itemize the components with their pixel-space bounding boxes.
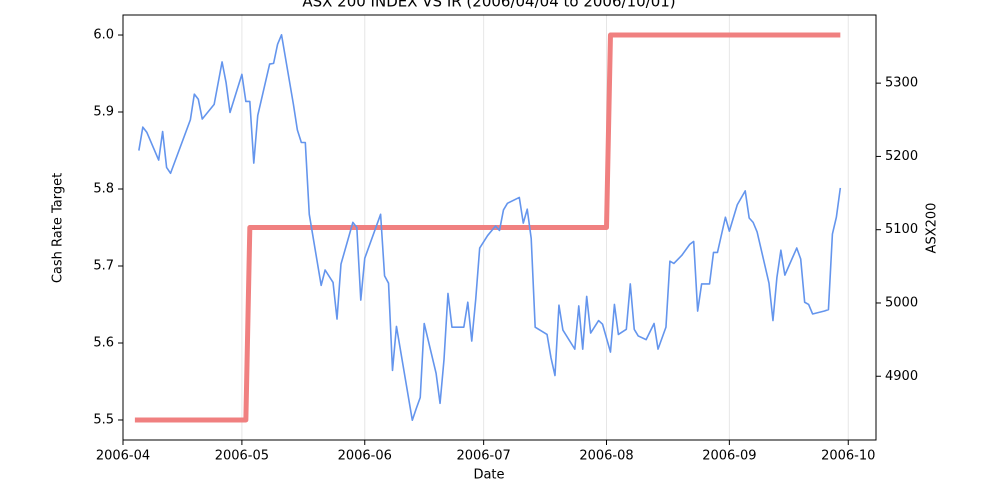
y-tick-label: 5.5 — [93, 412, 114, 427]
y2-tick-label: 5000 — [885, 295, 918, 310]
y2-tick-label: 5200 — [885, 149, 918, 164]
x-tick-label: 2006-10 — [821, 449, 875, 464]
y2-axis-label: ASX200 — [925, 203, 940, 254]
y-axis-label: Cash Rate Target — [51, 173, 66, 283]
x-tick-label: 2006-07 — [456, 449, 510, 464]
y-tick-label: 6.0 — [93, 28, 114, 43]
x-tick-label: 2006-04 — [96, 449, 150, 464]
plot-frame — [122, 14, 877, 441]
y2-tick-label: 5100 — [885, 222, 918, 237]
y2-tick-label: 5300 — [885, 76, 918, 91]
line-series — [134, 32, 841, 423]
y2-tick-label: 4900 — [885, 369, 918, 384]
y-tick-label: 5.6 — [93, 335, 114, 350]
chart-title: ASX 200 INDEX VS IR (2006/04/04 to 2006/… — [302, 0, 675, 11]
x-tick-label: 2006-06 — [338, 449, 392, 464]
y-tick-label: 5.9 — [93, 105, 114, 120]
y-tick-label: 5.8 — [93, 182, 114, 197]
line-series — [138, 33, 842, 422]
x-tick-label: 2006-09 — [702, 449, 756, 464]
x-axis-label: Date — [473, 468, 504, 483]
x-tick-label: 2006-08 — [579, 449, 633, 464]
x-tick-label: 2006-05 — [215, 449, 269, 464]
y-tick-label: 5.7 — [93, 258, 114, 273]
